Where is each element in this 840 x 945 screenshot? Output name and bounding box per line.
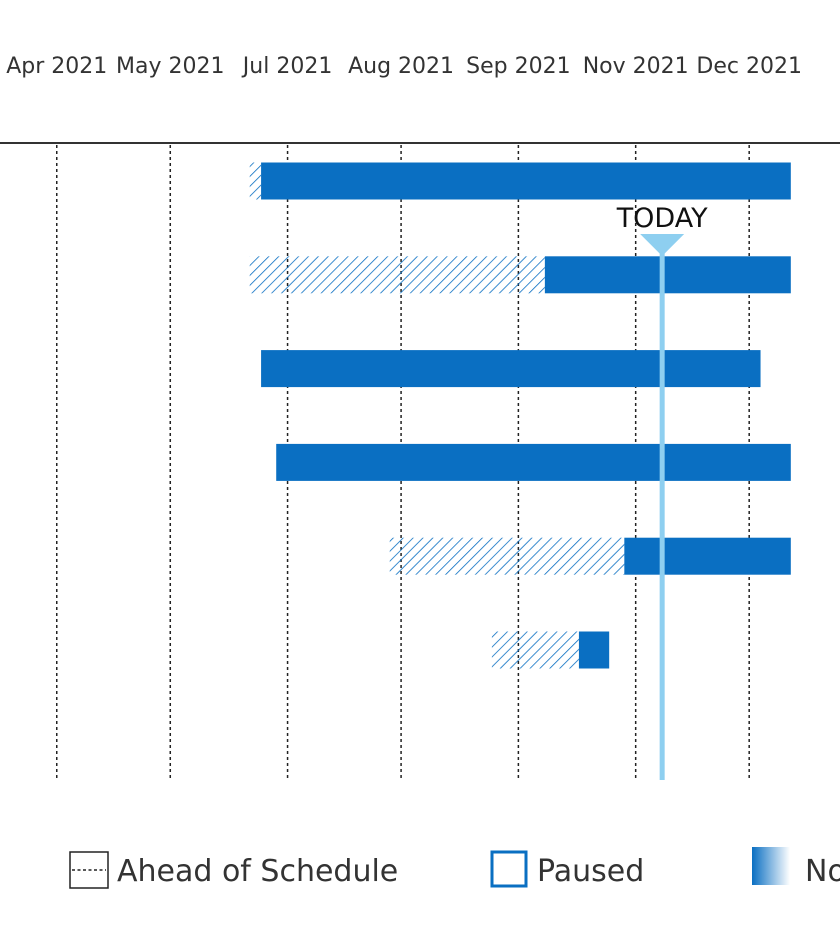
legend-item-paused: Paused bbox=[490, 850, 644, 889]
task-bar bbox=[624, 537, 791, 575]
today-label: TODAY bbox=[616, 203, 708, 234]
x-tick-label: Jul 2021 bbox=[241, 54, 333, 79]
legend-label-paused: Paused bbox=[537, 854, 644, 889]
task-row bbox=[491, 631, 610, 669]
x-tick-label: Apr 2021 bbox=[6, 54, 107, 79]
ahead-of-schedule-bar bbox=[249, 256, 545, 294]
task-bar bbox=[261, 162, 791, 200]
task-row bbox=[276, 443, 791, 481]
task-row bbox=[249, 162, 791, 200]
task-bar bbox=[276, 443, 791, 481]
x-tick-label: Aug 2021 bbox=[348, 54, 454, 79]
today-triangle bbox=[640, 234, 685, 256]
legend-item-no: No bbox=[752, 847, 840, 889]
ahead-of-schedule-bar bbox=[249, 162, 262, 200]
x-axis: Apr 2021 May 2021 Jul 2021 Aug 2021 Sep 2021… bbox=[6, 54, 802, 79]
task-bar bbox=[544, 256, 791, 294]
x-tick-label: Sep 2021 bbox=[466, 54, 570, 79]
x-tick-label: Nov 2021 bbox=[583, 54, 689, 79]
task-row bbox=[389, 537, 791, 575]
today-marker: TODAY bbox=[616, 203, 708, 780]
legend: Ahead of Schedule Paused No bbox=[69, 847, 840, 889]
ahead-of-schedule-bar bbox=[389, 537, 625, 575]
x-tick-label: Dec 2021 bbox=[696, 54, 802, 79]
task-bar bbox=[578, 631, 610, 669]
legend-swatch-paused bbox=[490, 850, 528, 888]
task-row bbox=[249, 256, 791, 294]
legend-label-ahead-of-schedule: Ahead of Schedule bbox=[117, 854, 398, 889]
x-tick-label: May 2021 bbox=[116, 54, 224, 79]
task-bars bbox=[249, 162, 791, 669]
legend-label-no: No bbox=[805, 854, 840, 889]
legend-swatch-no bbox=[752, 847, 790, 885]
task-row bbox=[261, 350, 761, 388]
task-bar bbox=[261, 350, 761, 388]
ahead-of-schedule-bar bbox=[491, 631, 579, 669]
legend-item-ahead-of-schedule: Ahead of Schedule bbox=[69, 851, 398, 889]
